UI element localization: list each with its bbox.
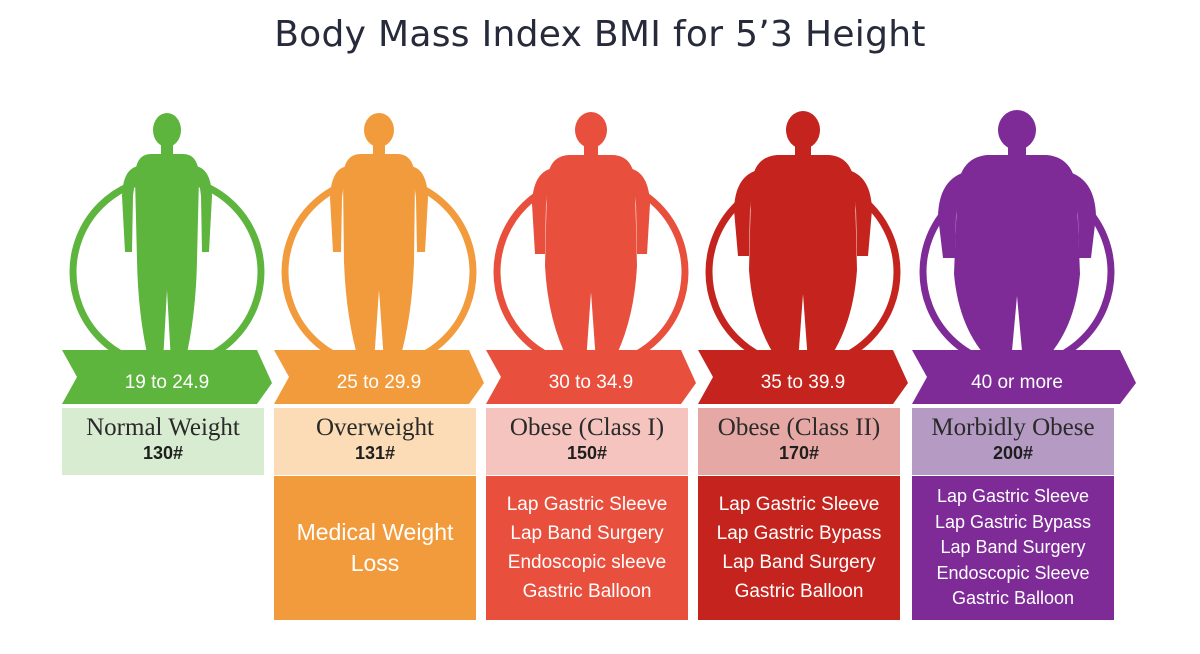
treatment-box: Lap Gastric Sleeve Lap Gastric Bypass La… — [698, 476, 900, 620]
treatment-item: Lap Gastric Sleeve — [718, 494, 880, 515]
body-silhouette-icon — [532, 112, 650, 362]
category-weight: 130# — [142, 443, 184, 463]
treatment-item: Lap Gastric Bypass — [716, 523, 882, 544]
category-weight: 200# — [992, 443, 1034, 463]
treatment-item: Gastric Balloon — [951, 588, 1075, 609]
body-silhouette-icon — [330, 113, 428, 362]
range-arrow — [274, 350, 484, 404]
treatment-item: Endoscopic Sleeve — [936, 562, 1090, 583]
category-morbidly-obese: 40 or more Morbidly Obese 200# Lap Gastr… — [912, 0, 1136, 654]
category-obese-class-1: 30 to 34.9 Obese (Class I) 150# Lap Gast… — [486, 0, 696, 654]
page-title: Body Mass Index BMI for 5’3 Height — [274, 14, 926, 55]
morbidly-obese-graphic — [912, 110, 1136, 404]
category-label-box: Overweight 131# — [274, 408, 476, 475]
treatment-item: Lap Gastric Sleeve — [936, 486, 1090, 507]
treatment-box: Medical Weight Loss — [274, 476, 476, 620]
body-silhouette-icon — [122, 113, 212, 362]
treatment-item: Endoscopic sleeve — [507, 552, 667, 573]
body-silhouette-icon — [938, 110, 1096, 362]
category-weight: 170# — [778, 443, 820, 463]
range-arrow — [698, 350, 908, 404]
category-name: Obese (Class I) — [509, 414, 665, 441]
category-label-box: Obese (Class I) 150# — [486, 408, 688, 475]
treatment-item: Lap Gastric Sleeve — [506, 494, 668, 515]
category-name: Morbidly Obese — [931, 414, 1095, 441]
category-label-box: Morbidly Obese 200# — [912, 408, 1114, 475]
obese-class-2-graphic — [698, 111, 908, 404]
obese-class-1-graphic — [486, 112, 696, 404]
category-name: Normal Weight — [86, 414, 240, 441]
category-obese-class-2: 35 to 39.9 Obese (Class II) 170# Lap Gas… — [698, 0, 908, 654]
range-arrow — [486, 350, 696, 404]
bmi-range: 19 to 24.9 — [124, 372, 210, 393]
category-name: Overweight — [315, 414, 435, 441]
category-name: Obese (Class II) — [717, 414, 881, 441]
category-normal-weight: 19 to 24.9 Normal Weight 130# — [62, 0, 272, 654]
treatment-item: Medical Weight Loss — [296, 519, 454, 576]
range-arrow — [62, 350, 272, 404]
treatment-box: Lap Gastric Sleeve Lap Band Surgery Endo… — [486, 476, 688, 620]
treatment-item: Gastric Balloon — [522, 581, 652, 602]
bmi-range: 40 or more — [971, 372, 1063, 393]
category-label-box: Obese (Class II) 170# — [698, 408, 900, 475]
bmi-range: 30 to 34.9 — [548, 372, 634, 393]
treatment-item: Lap Gastric Bypass — [934, 511, 1092, 532]
body-silhouette-icon — [734, 111, 872, 362]
treatment-item: Lap Band Surgery — [510, 523, 664, 544]
treatment-box: Lap Gastric Sleeve Lap Gastric Bypass La… — [912, 476, 1114, 620]
category-overweight: 25 to 29.9 Overweight 131# Medical Weigh… — [274, 0, 484, 654]
category-label-box: Normal Weight 130# — [62, 408, 264, 475]
normal-weight-graphic — [62, 113, 272, 404]
overweight-graphic — [274, 113, 484, 404]
treatment-item: Lap Band Surgery — [940, 537, 1086, 558]
category-weight: 150# — [566, 443, 608, 463]
treatment-item: Gastric Balloon — [734, 581, 864, 602]
range-arrow — [912, 350, 1136, 404]
treatment-item: Lap Band Surgery — [722, 552, 876, 573]
category-weight: 131# — [354, 443, 396, 463]
bmi-range: 25 to 29.9 — [336, 372, 422, 393]
bmi-range: 35 to 39.9 — [760, 372, 846, 393]
